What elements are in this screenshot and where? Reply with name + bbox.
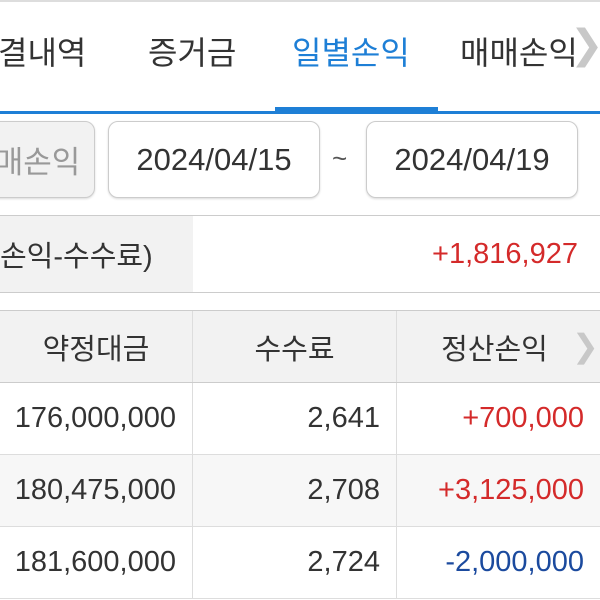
chevron-right-icon[interactable]: ❯ <box>570 22 600 68</box>
date-separator: ~ <box>332 143 348 173</box>
tab-daily-pnl[interactable]: 일별손익 <box>292 35 410 71</box>
settlement-pnl: +700,000 <box>462 402 584 434</box>
fee: 2,641 <box>193 383 397 454</box>
tab-settlement-history[interactable]: 결내역 <box>0 35 87 71</box>
tab-trade-pnl[interactable]: 매매손익 <box>460 35 578 71</box>
table-row: 180,475,000 2,708 +3,125,000 <box>0 455 600 527</box>
header-fee: 수수료 <box>193 311 397 382</box>
summary-row: 손익-수수료) +1,816,927 <box>0 215 600 293</box>
top-divider <box>0 0 600 2</box>
summary-label: 손익-수수료) <box>0 216 193 292</box>
header-settlement-pnl: 정산손익 <box>441 333 548 366</box>
table-row: 181,600,000 2,724 -2,000,000 <box>0 527 600 599</box>
settlement-pnl: +3,125,000 <box>438 474 584 506</box>
contract-amount: 181,600,000 <box>0 527 193 598</box>
table-header: 약정대금 수수료 정산손익 ❯ <box>0 310 600 383</box>
contract-amount: 180,475,000 <box>0 455 193 526</box>
end-date-input[interactable]: 2024/04/19 <box>366 121 578 198</box>
table-row: 176,000,000 2,641 +700,000 <box>0 383 600 455</box>
contract-amount: 176,000,000 <box>0 383 193 454</box>
tab-margin[interactable]: 증거금 <box>148 35 237 71</box>
fee: 2,724 <box>193 527 397 598</box>
start-date-input[interactable]: 2024/04/15 <box>108 121 320 198</box>
fee: 2,708 <box>193 455 397 526</box>
type-button[interactable]: 매손익 <box>0 121 95 198</box>
summary-value: +1,816,927 <box>432 237 578 270</box>
chevron-right-icon[interactable]: ❯ <box>572 328 599 364</box>
settlement-pnl: -2,000,000 <box>445 546 584 578</box>
header-contract-amount: 약정대금 <box>0 311 193 382</box>
active-tab-indicator <box>275 107 438 114</box>
